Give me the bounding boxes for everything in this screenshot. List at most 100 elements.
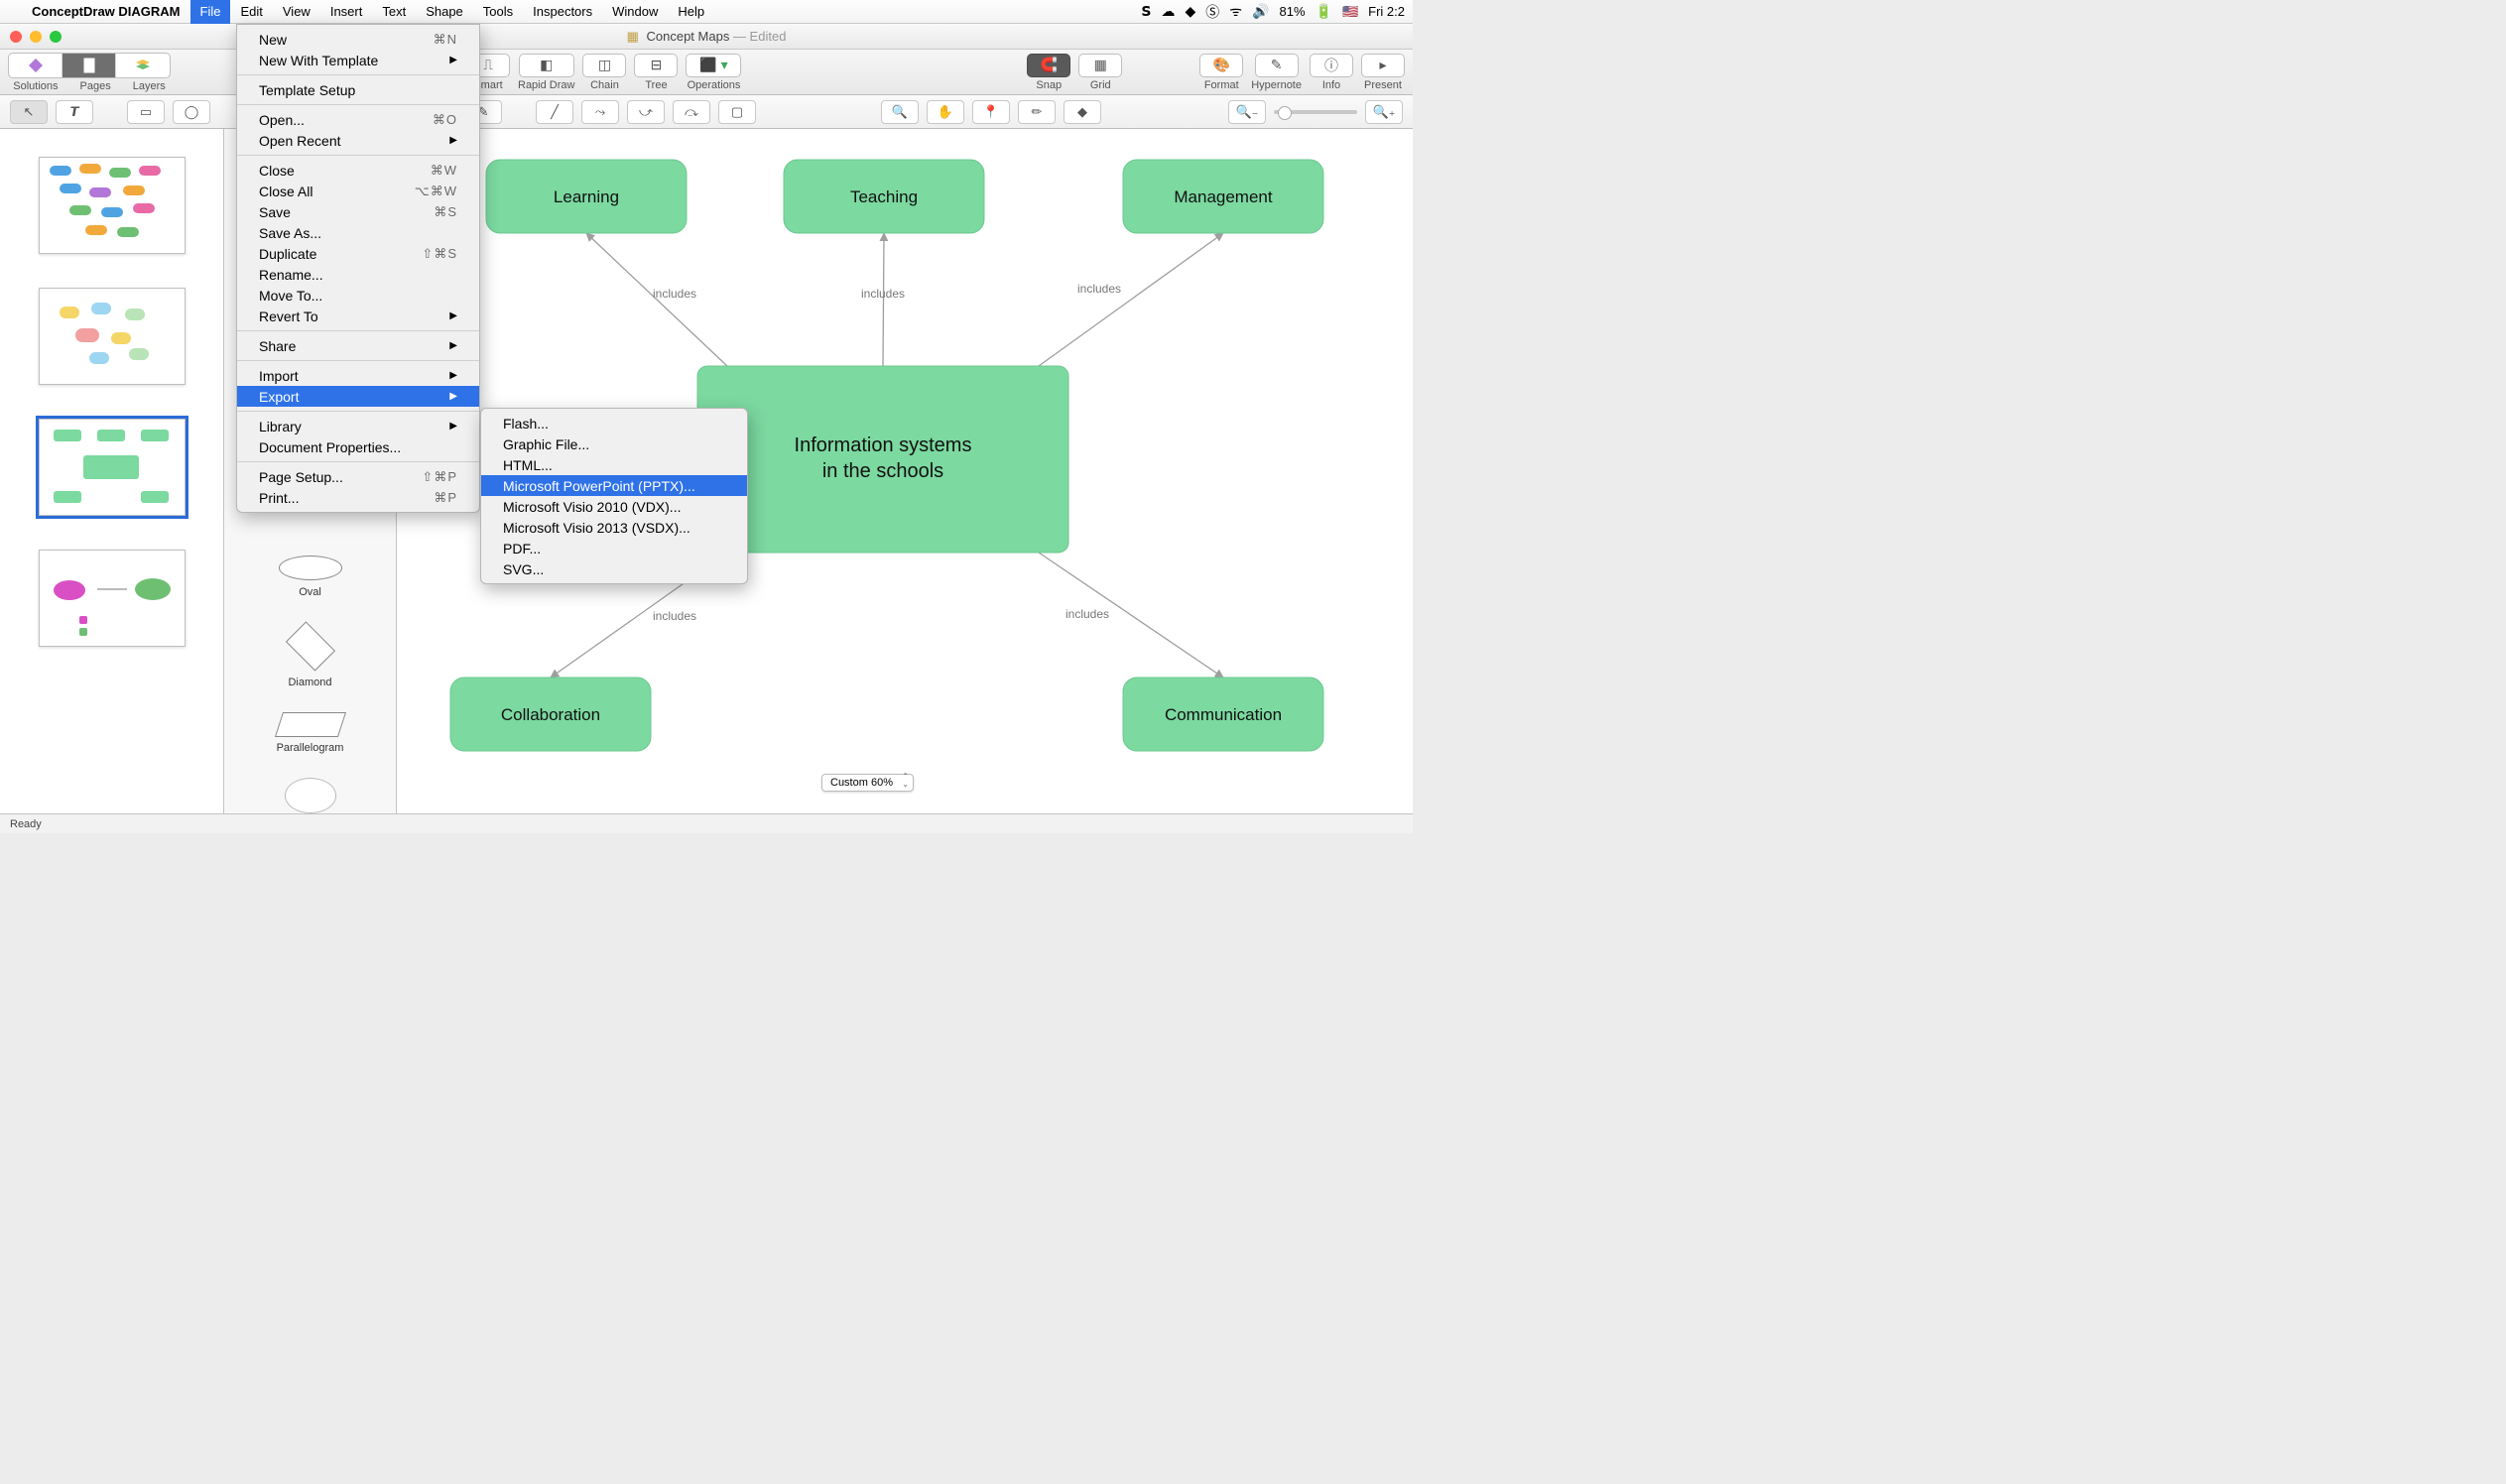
- file-menu-save[interactable]: Save⌘S: [237, 201, 479, 222]
- menu-inspectors[interactable]: Inspectors: [523, 0, 602, 24]
- zoom-out-button[interactable]: 🔍₋: [1228, 100, 1266, 124]
- status-text: Ready: [10, 818, 42, 830]
- file-menu-dropdown[interactable]: New⌘NNew With Template▶ Template Setup Ope…: [236, 24, 480, 513]
- page-thumb-2[interactable]: [39, 288, 186, 385]
- file-menu-library[interactable]: Library▶: [237, 416, 479, 436]
- tree-button[interactable]: ⊟: [634, 54, 678, 77]
- zoom-slider[interactable]: [1274, 110, 1357, 114]
- connector-tool[interactable]: ⤳: [581, 100, 619, 124]
- app-tray-icon[interactable]: 𝗦: [1141, 3, 1151, 20]
- export-html-[interactable]: HTML...: [481, 454, 747, 475]
- menu-window[interactable]: Window: [602, 0, 668, 24]
- edge-management[interactable]: [1039, 233, 1223, 366]
- ellipse-tool[interactable]: ◯: [173, 100, 210, 124]
- file-menu-template-setup[interactable]: Template Setup: [237, 79, 479, 100]
- file-menu-revert-to[interactable]: Revert To▶: [237, 306, 479, 326]
- export-microsoft-powerpoint-pptx-[interactable]: Microsoft PowerPoint (PPTX)...: [481, 475, 747, 496]
- menu-edit[interactable]: Edit: [230, 0, 272, 24]
- pin-tool[interactable]: 📍: [972, 100, 1010, 124]
- cloud-icon[interactable]: ☁: [1161, 3, 1175, 20]
- skype-icon[interactable]: Ⓢ: [1205, 2, 1219, 22]
- chain-button[interactable]: ◫: [582, 54, 626, 77]
- file-menu-rename-[interactable]: Rename...: [237, 264, 479, 285]
- select-tool[interactable]: ↖: [10, 100, 48, 124]
- export-microsoft-visio-vdx-[interactable]: Microsoft Visio 2010 (VDX)...: [481, 496, 747, 517]
- shape-parallelogram[interactable]: [274, 712, 345, 737]
- zoom-window-button[interactable]: [50, 31, 62, 43]
- hypernote-button[interactable]: ✎: [1255, 54, 1299, 77]
- layers-tab[interactable]: [116, 54, 170, 77]
- menu-help[interactable]: Help: [668, 0, 714, 24]
- pages-panel[interactable]: [0, 129, 224, 813]
- zoom-in-button[interactable]: 🔍₊: [1365, 100, 1403, 124]
- connector3-tool[interactable]: ⤼: [673, 100, 710, 124]
- menu-tools[interactable]: Tools: [473, 0, 523, 24]
- shape-diamond[interactable]: [285, 621, 334, 671]
- menu-insert[interactable]: Insert: [320, 0, 373, 24]
- rect-tool[interactable]: ▭: [127, 100, 165, 124]
- zoom-level-popup[interactable]: Custom 60%: [821, 774, 914, 792]
- rapid-draw-button[interactable]: ◧: [519, 54, 574, 77]
- menu-text[interactable]: Text: [372, 0, 416, 24]
- snap-button[interactable]: 🧲: [1027, 54, 1070, 77]
- menu-view[interactable]: View: [273, 0, 320, 24]
- export-submenu[interactable]: Flash...Graphic File...HTML...Microsoft …: [480, 408, 748, 584]
- zoom-tool[interactable]: 🔍: [881, 100, 919, 124]
- clock-text[interactable]: Fri 2:2: [1368, 4, 1405, 19]
- file-menu-print-[interactable]: Print...⌘P: [237, 487, 479, 508]
- menu-shape[interactable]: Shape: [416, 0, 473, 24]
- file-menu-open-[interactable]: Open...⌘O: [237, 109, 479, 130]
- dropbox-icon[interactable]: ◆: [1185, 3, 1195, 20]
- page-thumb-3[interactable]: [39, 419, 186, 516]
- file-menu-new-with-template[interactable]: New With Template▶: [237, 50, 479, 70]
- file-menu-open-recent[interactable]: Open Recent▶: [237, 130, 479, 151]
- file-menu-page-setup-[interactable]: Page Setup...⇧⌘P: [237, 466, 479, 487]
- solutions-label: Solutions: [13, 80, 58, 92]
- wifi-icon[interactable]: ᯤ: [1229, 2, 1242, 21]
- input-flag-icon[interactable]: 🇺🇸: [1342, 4, 1358, 20]
- export-graphic-file-[interactable]: Graphic File...: [481, 433, 747, 454]
- shape-oval[interactable]: [279, 556, 342, 580]
- page-thumb-4[interactable]: [39, 550, 186, 647]
- file-menu-save-as-[interactable]: Save As...: [237, 222, 479, 243]
- volume-icon[interactable]: 🔊: [1252, 3, 1269, 20]
- minimize-window-button[interactable]: [30, 31, 42, 43]
- eraser-tool[interactable]: ◆: [1064, 100, 1101, 124]
- page-thumb-1[interactable]: [39, 157, 186, 254]
- export-pdf-[interactable]: PDF...: [481, 538, 747, 558]
- file-menu-close-all[interactable]: Close All⌥⌘W: [237, 181, 479, 201]
- file-menu-document-properties-[interactable]: Document Properties...: [237, 436, 479, 457]
- file-menu-export[interactable]: Export▶: [237, 386, 479, 407]
- format-button[interactable]: 🎨: [1199, 54, 1243, 77]
- app-name[interactable]: ConceptDraw DIAGRAM: [22, 4, 190, 19]
- text-tool[interactable]: 𝙏: [56, 100, 93, 124]
- menu-file[interactable]: File: [190, 0, 231, 24]
- file-menu-close[interactable]: Close⌘W: [237, 160, 479, 181]
- battery-icon[interactable]: 🔋: [1316, 3, 1332, 20]
- present-button[interactable]: ▸: [1361, 54, 1405, 77]
- file-menu-new[interactable]: New⌘N: [237, 29, 479, 50]
- panel-view-segmented[interactable]: [8, 53, 171, 78]
- dropper-tool[interactable]: ✏: [1018, 100, 1056, 124]
- info-button[interactable]: ⓘ: [1310, 54, 1353, 77]
- shape-circle[interactable]: [285, 778, 336, 813]
- node-center[interactable]: [697, 366, 1068, 553]
- export-microsoft-visio-vsdx-[interactable]: Microsoft Visio 2013 (VSDX)...: [481, 517, 747, 538]
- export-flash-[interactable]: Flash...: [481, 413, 747, 433]
- export-svg-[interactable]: SVG...: [481, 558, 747, 579]
- connector2-tool[interactable]: ⤻: [627, 100, 665, 124]
- window-titlebar: ▦ Concept Maps — Edited: [0, 24, 1413, 50]
- note-tool[interactable]: ▢: [718, 100, 756, 124]
- close-window-button[interactable]: [10, 31, 22, 43]
- file-menu-duplicate[interactable]: Duplicate⇧⌘S: [237, 243, 479, 264]
- line-tool[interactable]: ╱: [536, 100, 573, 124]
- operations-button[interactable]: ⬛ ▾: [686, 54, 741, 77]
- pages-tab[interactable]: [63, 54, 116, 77]
- pan-tool[interactable]: ✋: [927, 100, 964, 124]
- file-menu-share[interactable]: Share▶: [237, 335, 479, 356]
- solutions-tab[interactable]: [9, 54, 63, 77]
- traffic-lights: [0, 31, 62, 43]
- file-menu-import[interactable]: Import▶: [237, 365, 479, 386]
- file-menu-move-to-[interactable]: Move To...: [237, 285, 479, 306]
- grid-button[interactable]: ▦: [1078, 54, 1122, 77]
